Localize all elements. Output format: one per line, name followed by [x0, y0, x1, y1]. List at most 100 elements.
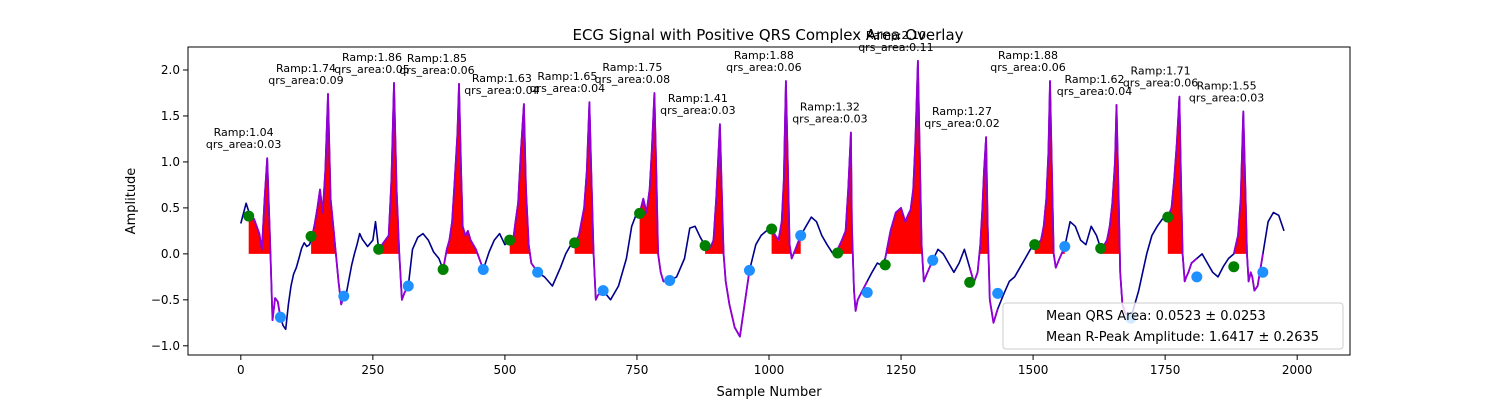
- qrs-segment-line: [310, 93, 345, 306]
- qrs-segment-line: [770, 80, 802, 260]
- y-tick-label: 1.0: [161, 155, 180, 169]
- x-tick-label: 1500: [1018, 363, 1049, 377]
- beat-ramp-label: Ramp:1.88: [734, 49, 794, 62]
- y-axis-ticks: −1.0 −0.5 0.0 0.5 1.0 1.5 2.0: [151, 63, 188, 353]
- qrs-onset-marker: [569, 237, 581, 249]
- beat-qrs-area-label: qrs_area:0.03: [1189, 91, 1264, 104]
- legend-entry-r-peak-amplitude: Mean R-Peak Amplitude: 1.6417 ± 0.2635: [1046, 330, 1319, 345]
- qrs-area-fill: [639, 93, 670, 254]
- y-axis-label: Amplitude: [124, 168, 139, 235]
- y-tick-label: −1.0: [151, 339, 180, 353]
- beat-qrs-area-label: qrs_area:0.03: [660, 104, 735, 117]
- qrs-segment-line: [509, 103, 539, 273]
- qrs-segment-line: [638, 92, 670, 283]
- beat-qrs-area-label: qrs_area:0.05: [334, 63, 409, 76]
- beat-ramp-label: Ramp:1.62: [1065, 73, 1125, 86]
- y-tick-label: 0.0: [161, 247, 180, 261]
- qrs-onset-marker: [437, 263, 449, 275]
- qrs-onset-marker: [1029, 239, 1041, 251]
- x-axis-label: Sample Number: [716, 385, 822, 400]
- qrs-area-fill: [1233, 111, 1263, 254]
- x-tick-label: 750: [626, 363, 649, 377]
- beat-qrs-area-label: qrs_area:0.03: [206, 138, 281, 151]
- qrs-offset-marker: [992, 287, 1004, 299]
- qrs-onset-marker: [1228, 261, 1240, 273]
- x-tick-label: 250: [361, 363, 384, 377]
- qrs-onset-marker: [879, 259, 891, 271]
- signal-lines: [240, 59, 1285, 338]
- qrs-onset-marker: [766, 223, 778, 235]
- qrs-onset-marker: [243, 210, 255, 222]
- beat-ramp-label: Ramp:1.85: [407, 52, 467, 65]
- beat-qrs-area-label: qrs_area:0.09: [268, 74, 343, 87]
- qrs-offset-marker: [664, 275, 676, 287]
- qrs-onset-marker: [305, 230, 317, 242]
- x-axis-ticks: 0 250 500 750 1000 1250 1500 1750 2000: [237, 355, 1312, 377]
- beat-ramp-label: Ramp:1.27: [932, 105, 992, 118]
- beat-ramp-label: Ramp:1.55: [1197, 79, 1257, 92]
- qrs-onset-marker: [832, 247, 844, 259]
- y-tick-label: −0.5: [151, 293, 180, 307]
- legend: Mean QRS Area: 0.0523 ± 0.0253 Mean R-Pe…: [1002, 302, 1344, 350]
- beat-ramp-label: Ramp:1.71: [1131, 65, 1191, 78]
- qrs-area-fill: [1167, 96, 1197, 254]
- beat-ramp-label: Ramp:1.41: [668, 92, 728, 105]
- beat-qrs-area-label: qrs_area:0.04: [464, 84, 539, 97]
- beat-qrs-area-label: qrs_area:0.08: [595, 73, 670, 86]
- legend-box: [1002, 302, 1344, 350]
- qrs-segment-line: [1034, 80, 1066, 269]
- x-tick-label: 1750: [1150, 363, 1181, 377]
- qrs-segment-line: [968, 136, 999, 324]
- qrs-offset-marker: [402, 280, 414, 292]
- qrs-onset-marker: [634, 207, 646, 219]
- qrs-area-fill: [311, 93, 344, 254]
- y-tick-label: 0.5: [161, 201, 180, 215]
- beat-qrs-area-label: qrs_area:0.04: [1057, 85, 1132, 98]
- qrs-area-fill: [1100, 104, 1131, 254]
- x-tick-label: 1000: [754, 363, 785, 377]
- qrs-area-fill: [771, 81, 801, 254]
- qrs-onset-marker: [964, 276, 976, 288]
- qrs-segment-line: [836, 131, 868, 312]
- beat-annotations: Ramp:1.04qrs_area:0.03Ramp:1.74qrs_area:…: [206, 29, 1264, 151]
- qrs-segment-line: [704, 123, 751, 338]
- qrs-onset-marker: [1095, 242, 1107, 254]
- beat-ramp-label: Ramp:1.88: [998, 49, 1058, 62]
- beat-qrs-area-label: qrs_area:0.04: [530, 82, 605, 95]
- qrs-onset-marker: [504, 234, 516, 246]
- qrs-segment-line: [573, 101, 604, 301]
- qrs-area-fill: [1034, 81, 1065, 254]
- qrs-offset-marker: [1257, 266, 1269, 278]
- qrs-markers: [243, 207, 1269, 324]
- qrs-onset-marker: [699, 240, 711, 252]
- beat-ramp-label: Ramp:1.32: [800, 101, 860, 114]
- qrs-onset-marker: [373, 243, 385, 255]
- beat-ramp-label: Ramp:1.63: [472, 72, 532, 85]
- qrs-area-fill: [574, 102, 604, 254]
- qrs-onset-marker: [1162, 211, 1174, 223]
- qrs-offset-marker: [274, 311, 286, 323]
- qrs-offset-marker: [477, 263, 489, 275]
- x-tick-label: 0: [237, 363, 245, 377]
- beat-qrs-area-label: qrs_area:0.06: [1123, 77, 1198, 90]
- y-tick-label: 1.5: [161, 109, 180, 123]
- qrs-segment-line: [442, 82, 485, 270]
- beat-ramp-label: Ramp:2.10: [866, 29, 926, 42]
- qrs-offset-marker: [1059, 241, 1071, 253]
- qrs-offset-marker: [743, 264, 755, 276]
- beat-qrs-area-label: qrs_area:0.06: [990, 61, 1065, 74]
- y-tick-label: 2.0: [161, 63, 180, 77]
- qrs-segment-line: [884, 59, 934, 283]
- legend-entry-qrs-area: Mean QRS Area: 0.0523 ± 0.0253: [1046, 309, 1266, 324]
- beat-qrs-area-label: qrs_area:0.03: [792, 113, 867, 126]
- qrs-area-fill: [378, 82, 409, 254]
- beat-qrs-area-label: qrs_area:0.06: [726, 61, 801, 74]
- qrs-segment-line: [377, 82, 410, 301]
- qrs-offset-marker: [597, 285, 609, 297]
- beat-qrs-area-label: qrs_area:0.06: [399, 64, 474, 77]
- qrs-offset-marker: [861, 286, 873, 298]
- beat-qrs-area-label: qrs_area:0.02: [924, 117, 999, 130]
- beat-ramp-label: Ramp:1.86: [342, 51, 402, 64]
- qrs-segment-line: [1166, 95, 1198, 283]
